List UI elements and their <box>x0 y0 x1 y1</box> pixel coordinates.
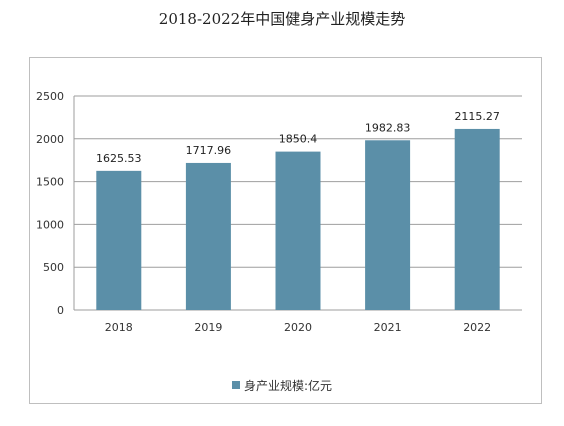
bar <box>275 151 321 310</box>
data-label: 1982.83 <box>365 121 411 134</box>
data-label: 1717.96 <box>186 144 232 157</box>
x-tick-label: 2021 <box>374 321 402 334</box>
y-tick-label: 1000 <box>36 218 64 231</box>
chart-legend: 身产业规模:亿元 <box>0 377 564 394</box>
bar <box>454 128 500 310</box>
x-tick-label: 2022 <box>463 321 491 334</box>
chart-title: 2018-2022年中国健身产业规模走势 <box>158 10 406 28</box>
legend-swatch <box>231 380 240 389</box>
y-tick-label: 500 <box>43 261 64 274</box>
data-label: 1625.53 <box>96 152 142 165</box>
y-tick-label: 2500 <box>36 90 64 103</box>
x-tick-label: 2020 <box>284 321 312 334</box>
data-label: 1850.4 <box>279 133 318 146</box>
legend-label: 身产业规模:亿元 <box>243 379 333 393</box>
data-label: 2115.27 <box>454 110 500 123</box>
y-tick-label: 0 <box>57 304 64 317</box>
y-tick-label: 2000 <box>36 133 64 146</box>
bar <box>185 162 231 310</box>
bar <box>96 170 142 310</box>
x-tick-label: 2018 <box>105 321 133 334</box>
y-tick-label: 1500 <box>36 176 64 189</box>
bar <box>365 140 411 310</box>
x-tick-label: 2019 <box>194 321 222 334</box>
chart-frame <box>29 57 542 404</box>
